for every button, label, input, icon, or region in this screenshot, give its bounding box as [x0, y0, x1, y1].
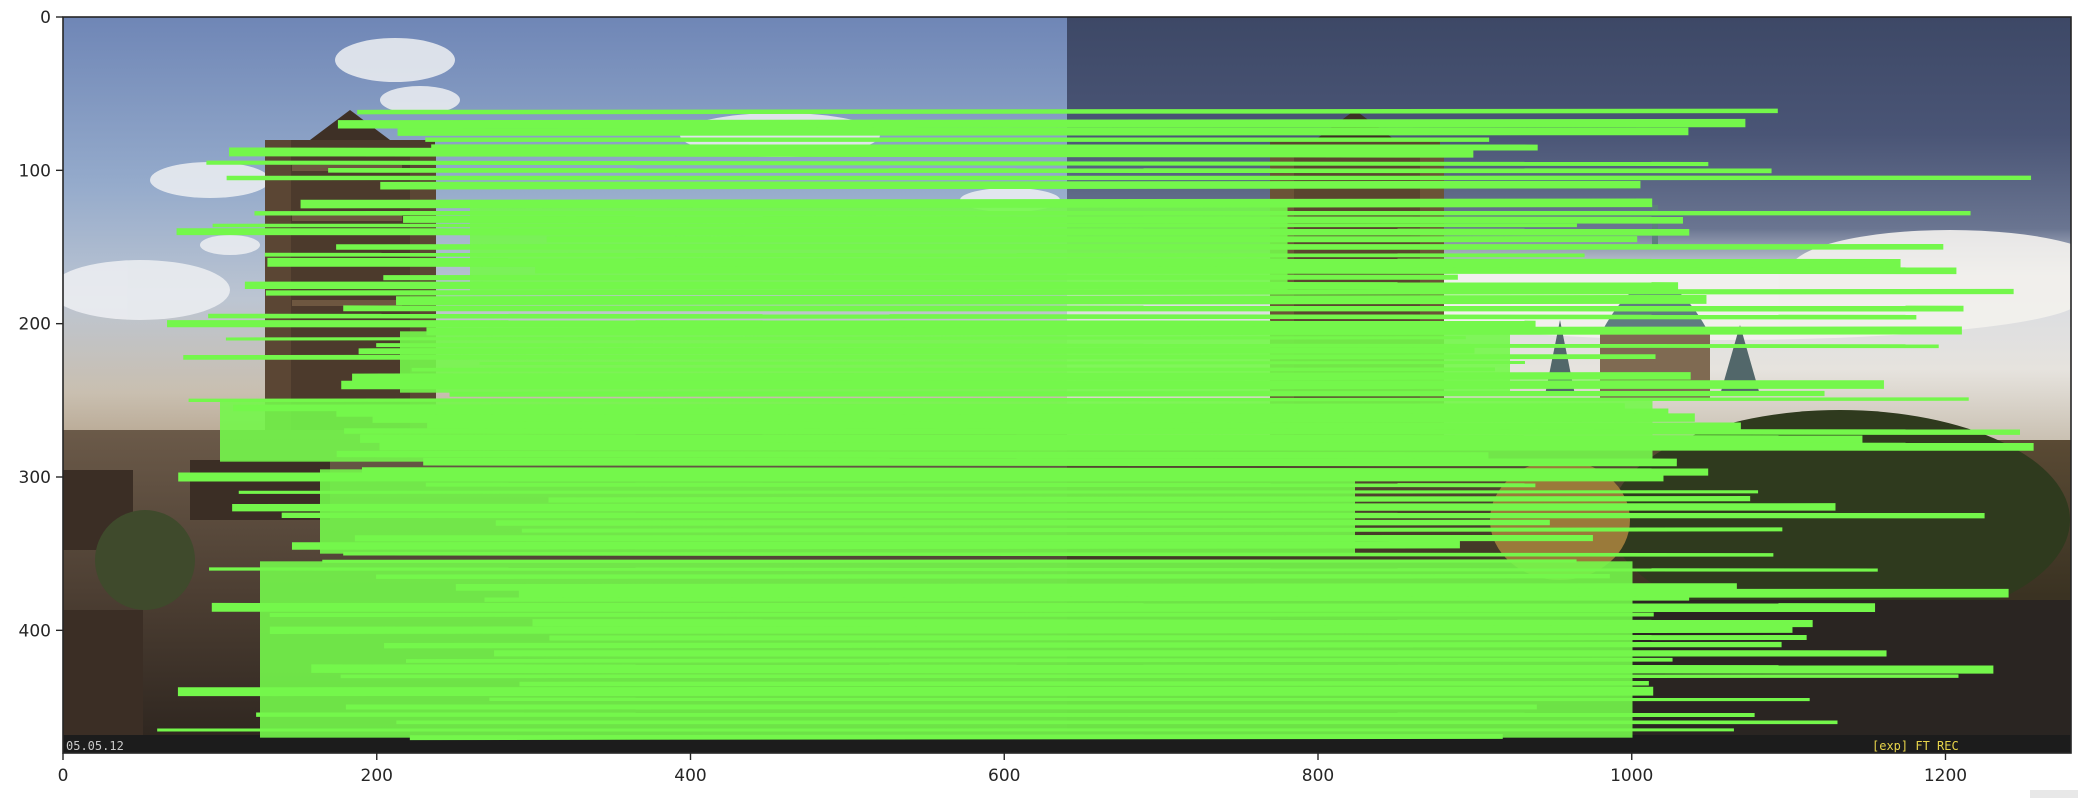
match-line: [403, 215, 1683, 224]
y-tick-label: 300: [19, 468, 51, 488]
match-line: [357, 108, 1778, 115]
x-tick-label: 1000: [1610, 766, 1653, 786]
match-line: [208, 313, 1917, 320]
match-line: [209, 567, 1878, 572]
y-tick-label: 0: [40, 8, 51, 28]
x-tick-label: 1200: [1924, 766, 1967, 786]
match-line: [233, 403, 1625, 412]
timestamp-overlay: 05.05.12: [66, 739, 124, 753]
x-tick-label: 200: [361, 766, 393, 786]
match-line: [311, 664, 1994, 674]
x-axis: 0 200 400 600 800 1000 1200: [58, 753, 1967, 786]
match-line: [427, 421, 1741, 430]
match-line: [384, 641, 1782, 649]
match-line: [380, 180, 1641, 190]
match-line: [244, 281, 1679, 290]
match-line: [337, 118, 1746, 129]
y-axis: 0 100 200 300 400: [19, 8, 63, 641]
match-line: [405, 657, 1673, 663]
match-line: [423, 457, 1677, 467]
match-line: [352, 372, 1691, 382]
match-line: [188, 397, 1969, 403]
match-line: [176, 228, 1690, 236]
resize-handle[interactable]: [2030, 790, 2078, 798]
y-tick-label: 100: [19, 161, 51, 181]
match-line: [183, 354, 1656, 360]
match-line: [396, 294, 1707, 306]
x-tick-label: 0: [58, 766, 69, 786]
match-line: [267, 257, 1901, 268]
match-line: [383, 274, 1458, 281]
recording-overlay: [exp] FT REC: [1872, 739, 1959, 753]
match-line: [344, 428, 2020, 435]
match-line: [409, 734, 1503, 741]
match-line: [532, 619, 1813, 628]
x-tick-label: 600: [988, 766, 1020, 786]
match-line: [228, 147, 1474, 158]
match-line: [358, 347, 1475, 355]
match-line: [269, 612, 1654, 617]
match-line: [360, 434, 1863, 444]
match-line: [548, 495, 1751, 503]
x-tick-label: 800: [1302, 766, 1334, 786]
match-line: [238, 490, 1759, 494]
match-line: [484, 596, 1690, 602]
match-line: [264, 252, 1585, 258]
match-line: [449, 390, 1825, 397]
match-line: [455, 583, 1737, 591]
match-line: [167, 320, 1536, 328]
match-line: [425, 482, 1536, 488]
y-tick-label: 400: [19, 621, 51, 641]
match-line: [521, 527, 1783, 533]
match-line: [328, 167, 1772, 174]
y-tick-label: 200: [19, 315, 51, 335]
match-line: [232, 503, 1836, 512]
match-line: [397, 127, 1689, 136]
match-line: [376, 343, 1939, 349]
match-lines: [157, 108, 2034, 741]
match-line: [269, 625, 1793, 634]
match-line: [479, 361, 1525, 366]
image-plot: [63, 17, 2071, 753]
match-line: [225, 336, 1466, 341]
match-line: [206, 160, 1709, 167]
match-line: [519, 680, 1649, 687]
match-line: [372, 413, 1695, 423]
match-line: [265, 288, 2014, 296]
match-line: [300, 198, 1653, 209]
match-line: [343, 551, 1774, 557]
match-line: [426, 326, 1962, 336]
left-houses: [63, 460, 330, 753]
match-line: [361, 467, 1709, 476]
axes-frame: [62, 16, 2072, 754]
x-tick-label: 400: [674, 766, 706, 786]
match-line: [535, 266, 1957, 275]
match-line: [336, 450, 1489, 459]
match-line: [291, 540, 1460, 550]
